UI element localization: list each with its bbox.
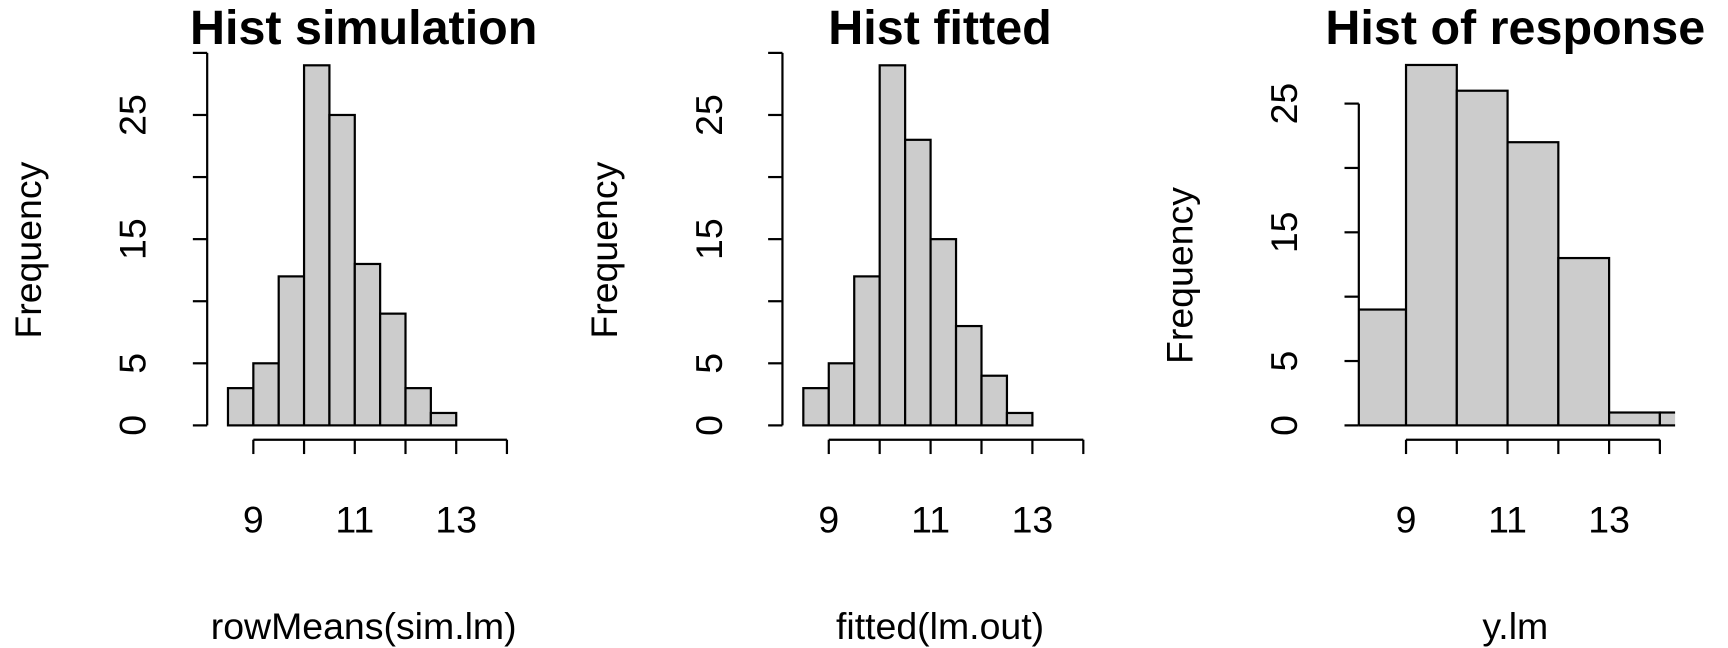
y-tick-label: 15 — [688, 218, 730, 260]
y-tick-label: 5 — [688, 353, 730, 374]
bar — [904, 138, 932, 427]
bar — [853, 275, 881, 427]
x-tick-label: 13 — [435, 498, 477, 540]
bar — [1404, 63, 1458, 427]
y-tick-label: 15 — [1263, 211, 1305, 253]
bar — [429, 411, 458, 427]
bar — [980, 374, 1009, 427]
x-tick-label: 13 — [1012, 498, 1054, 540]
y-tick-label: 15 — [111, 218, 153, 260]
y-tick-label: 0 — [1263, 415, 1305, 436]
bar — [929, 238, 958, 427]
bar — [277, 275, 306, 427]
x-tick-label: 13 — [1588, 498, 1630, 540]
bar — [1455, 89, 1509, 427]
chart-title: Hist fitted — [828, 1, 1051, 55]
bar — [1608, 411, 1661, 427]
bar — [1358, 308, 1408, 427]
x-tick-label: 11 — [335, 498, 374, 540]
chart-title: Hist simulation — [190, 1, 537, 55]
y-tick-label: 25 — [1263, 83, 1305, 125]
x-tick-label: 11 — [911, 498, 950, 540]
bars — [226, 64, 458, 427]
y-tick-label: 25 — [688, 94, 730, 136]
x-tick-label: 9 — [818, 498, 839, 540]
y-tick-label: 0 — [688, 415, 730, 436]
y-tick-label: 25 — [111, 94, 153, 136]
bar — [1658, 411, 1676, 427]
bar — [252, 362, 280, 427]
y-axis-label: Frequency — [583, 161, 625, 338]
y-tick-label: 5 — [1263, 351, 1305, 372]
x-tick-label: 9 — [1396, 498, 1417, 540]
bars — [1358, 63, 1676, 427]
y-tick-label: 5 — [111, 353, 153, 374]
bar — [328, 113, 356, 427]
bars — [802, 64, 1034, 427]
bar — [1506, 141, 1560, 427]
y-axis-label: Frequency — [1158, 187, 1200, 364]
bar — [802, 387, 830, 427]
y-axis-label: Frequency — [7, 161, 49, 338]
y-tick-label: 0 — [111, 415, 153, 436]
bar — [1557, 256, 1611, 427]
x-tick-label: 9 — [243, 498, 264, 540]
x-tick-label: 11 — [1488, 498, 1527, 540]
x-axis-label: fitted(lm.out) — [836, 605, 1044, 647]
bar — [353, 262, 382, 427]
bar — [379, 312, 407, 427]
bar — [302, 64, 331, 427]
x-axis-label: y.lm — [1482, 605, 1548, 647]
bar — [878, 64, 907, 427]
x-axis-label: rowMeans(sim.lm) — [211, 605, 517, 647]
bar — [827, 362, 856, 427]
bar — [1005, 411, 1034, 427]
chart-title: Hist of response — [1325, 1, 1705, 55]
bar — [226, 387, 255, 427]
bar — [404, 387, 432, 427]
bar — [954, 324, 983, 427]
